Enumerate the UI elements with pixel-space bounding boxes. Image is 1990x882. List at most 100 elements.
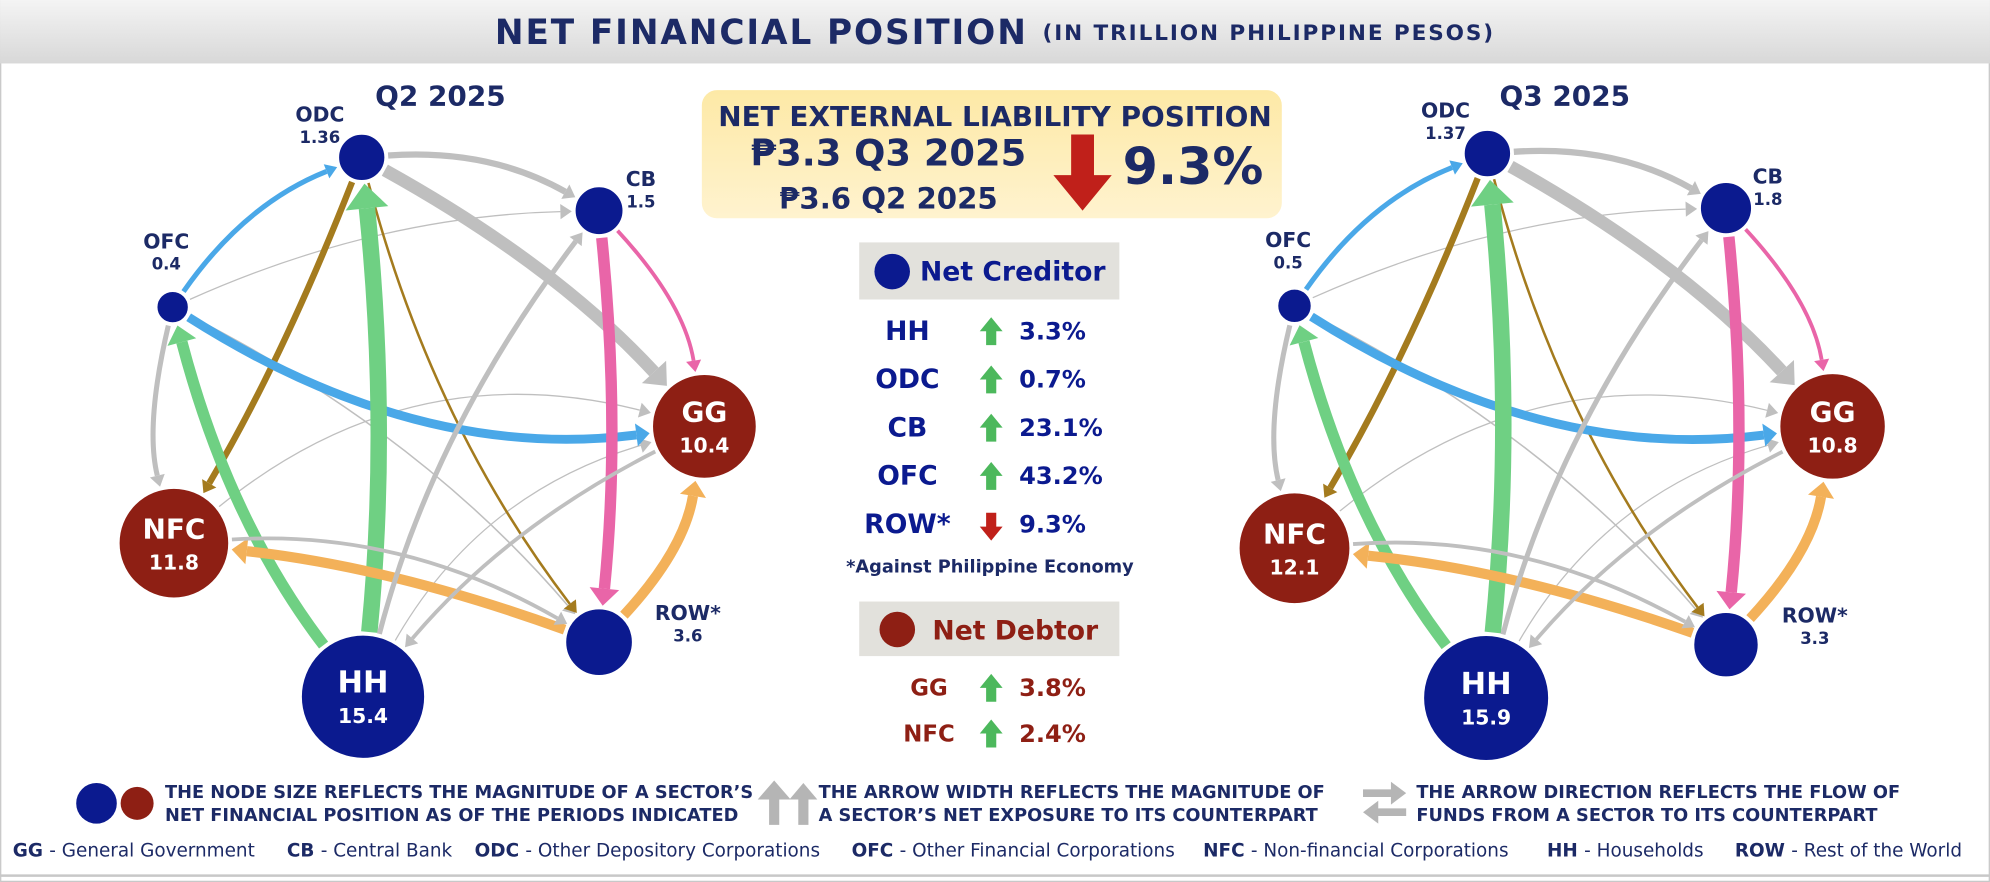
- legend-text: A SECTOR’S NET EXPOSURE TO ITS COUNTERPA…: [819, 806, 1319, 826]
- summary-change: 9.3%: [1123, 137, 1264, 196]
- arrow-head: [1323, 483, 1338, 498]
- node-label: NFC: [1263, 518, 1326, 551]
- flow-arrow: [1327, 177, 1481, 490]
- node-label: HH: [338, 666, 389, 701]
- sector-node: [1698, 180, 1754, 236]
- glossary-name: - Central Bank: [321, 841, 453, 862]
- sector: HH: [885, 316, 930, 347]
- flow-arrow: [1312, 314, 1697, 610]
- flow-arrow: [1518, 444, 1769, 642]
- summary-title: NET EXTERNAL LIABILITY POSITION: [718, 100, 1271, 133]
- arrow-head: [1769, 359, 1795, 386]
- sector-node: [650, 372, 759, 481]
- node-value: 10.8: [1808, 434, 1858, 458]
- arrow-head: [679, 480, 707, 499]
- glossary-item: OFC - Other Financial Corporations: [852, 841, 1175, 862]
- flow-arrow: [381, 164, 659, 377]
- sector-node: [573, 184, 626, 237]
- header-band: [0, 0, 1990, 64]
- glossary-name: - Households: [1584, 841, 1703, 862]
- glossary-item: GG - General Government: [13, 841, 255, 862]
- sector-node: [1691, 610, 1761, 679]
- flow-arrow: [1339, 394, 1768, 512]
- arrow-head: [202, 479, 217, 494]
- up-arrow: [979, 365, 1003, 394]
- flow-arrow: [231, 536, 559, 620]
- edges: [149, 151, 707, 649]
- sector-node: [154, 289, 191, 325]
- flow-arrow: [150, 325, 171, 477]
- sector: ODC: [875, 364, 939, 395]
- flow-arrow: [1513, 147, 1693, 191]
- up-arrow: [979, 413, 1003, 442]
- change-rows: HH 3.3% ODC 0.7% CB 23.1% OFC 43.2% ROW* 9.3% GG 3.…: [864, 316, 1103, 748]
- sector: ROW*: [864, 509, 951, 540]
- flow-arrow: [206, 180, 356, 485]
- down-arrow: [979, 512, 1003, 541]
- node-label: ODC: [295, 102, 344, 126]
- sector-node: [1275, 287, 1314, 325]
- up-arrow: [979, 461, 1003, 490]
- flow-arrow: [394, 444, 641, 641]
- arrow-head: [1449, 160, 1463, 175]
- arrow-head: [345, 183, 389, 211]
- arrow-head: [637, 402, 651, 418]
- change: 9.3%: [1019, 510, 1086, 538]
- flow-arrow: [1746, 495, 1827, 623]
- summary-previous: ₱3.6 Q2 2025: [779, 182, 998, 216]
- sector-node: [299, 633, 427, 761]
- sector: OFC: [877, 461, 937, 492]
- change: 2.4%: [1019, 720, 1086, 748]
- sector: CB: [888, 412, 928, 443]
- node-value: 1.5: [626, 193, 655, 212]
- node-value: 3.3: [1800, 629, 1829, 648]
- legend-arrow: [1363, 800, 1407, 824]
- legend-arrow: [757, 780, 791, 825]
- arrow-head: [569, 232, 583, 247]
- node-value: 10.4: [679, 434, 729, 458]
- glossary-item: HH - Households: [1547, 841, 1704, 862]
- debtor-dot: [879, 611, 916, 648]
- legend-text: THE ARROW DIRECTION REFLECTS THE FLOW OF: [1416, 783, 1900, 803]
- arrow-head: [1270, 478, 1286, 492]
- change: 3.3%: [1019, 317, 1086, 345]
- node-value: 0.5: [1274, 253, 1303, 272]
- legend-dot: [120, 786, 154, 820]
- flow-arrow: [620, 494, 698, 619]
- arrow-head: [1695, 231, 1709, 245]
- change: 3.8%: [1019, 674, 1086, 702]
- change: 0.7%: [1019, 366, 1086, 394]
- node-value: 1.37: [1425, 124, 1466, 143]
- up-arrow: [979, 719, 1003, 748]
- arrow-head: [641, 360, 667, 386]
- glossary-item: NFC - Non-financial Corporations: [1203, 841, 1508, 862]
- node-label: ROW*: [1782, 604, 1848, 628]
- glossary-item: ODC - Other Depository Corporations: [475, 841, 820, 862]
- flow-arrow: [186, 313, 637, 444]
- sector-node: [1237, 490, 1352, 606]
- node-value: 15.9: [1461, 705, 1511, 729]
- title: NET FINANCIAL POSITION: [495, 13, 1028, 53]
- sector: GG: [910, 676, 947, 702]
- glossary-item: ROW - Rest of the World: [1735, 841, 1962, 862]
- arrow-head: [1765, 402, 1779, 418]
- debtor-title: Net Debtor: [932, 615, 1099, 646]
- period-label: Q3 2025: [1500, 80, 1631, 113]
- flow-arrow: [1500, 238, 1704, 635]
- arrow-head: [560, 204, 572, 220]
- legend-arrow: [789, 783, 818, 825]
- up-arrow: [979, 673, 1003, 702]
- glossary-name: - Other Depository Corporations: [525, 841, 820, 862]
- glossary-name: - Other Financial Corporations: [900, 841, 1175, 862]
- node-value: 11.8: [149, 550, 199, 574]
- flow-arrow: [1744, 228, 1824, 361]
- legend-text: FUNDS FROM A SECTOR TO ITS COUNTERPART: [1416, 806, 1878, 826]
- node-value: 3.6: [673, 627, 702, 646]
- node-label: OFC: [1265, 228, 1311, 252]
- flow-arrow: [189, 315, 569, 607]
- node-label: HH: [1461, 667, 1512, 702]
- flow-arrow: [1309, 312, 1765, 444]
- flow-arrow: [1298, 340, 1451, 650]
- summary-current: ₱3.3 Q3 2025: [751, 131, 1027, 174]
- creditor-dot: [874, 253, 910, 290]
